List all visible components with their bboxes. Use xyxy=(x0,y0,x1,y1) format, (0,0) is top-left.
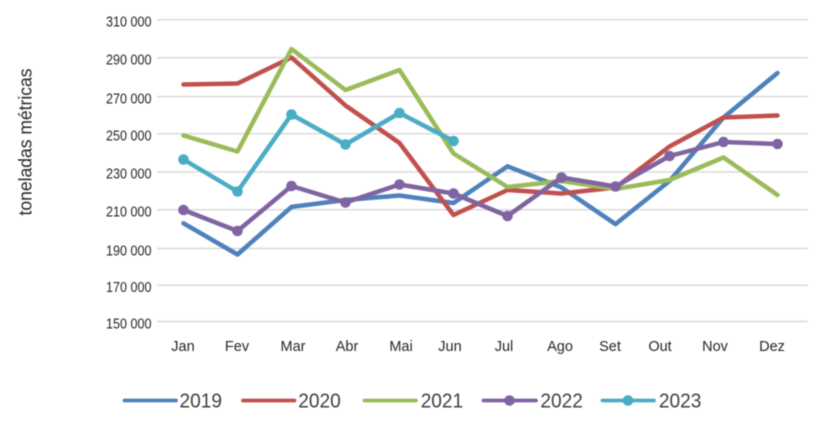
svg-text:2022: 2022 xyxy=(540,391,583,413)
svg-text:Jul: Jul xyxy=(495,339,514,355)
svg-text:2019: 2019 xyxy=(180,391,223,413)
svg-text:Mai: Mai xyxy=(389,339,412,355)
svg-text:210 000: 210 000 xyxy=(106,205,152,221)
svg-text:230 000: 230 000 xyxy=(106,167,152,183)
svg-text:170 000: 170 000 xyxy=(106,280,152,296)
svg-text:150 000: 150 000 xyxy=(106,316,152,332)
svg-text:Ago: Ago xyxy=(547,339,573,355)
svg-text:Nov: Nov xyxy=(702,339,729,355)
svg-text:190 000: 190 000 xyxy=(106,243,152,259)
svg-text:Abr: Abr xyxy=(336,339,359,355)
svg-text:290 000: 290 000 xyxy=(106,53,152,69)
svg-text:Mar: Mar xyxy=(281,339,306,355)
svg-text:Jun: Jun xyxy=(438,339,461,355)
svg-text:Fev: Fev xyxy=(225,339,250,355)
svg-text:270 000: 270 000 xyxy=(106,91,152,107)
svg-text:2020: 2020 xyxy=(298,391,341,413)
svg-text:toneladas métricas: toneladas métricas xyxy=(15,69,36,216)
svg-text:Out: Out xyxy=(648,339,671,355)
svg-text:Dez: Dez xyxy=(759,339,785,355)
svg-text:2021: 2021 xyxy=(421,391,464,413)
svg-text:Set: Set xyxy=(599,339,621,355)
svg-text:250 000: 250 000 xyxy=(106,129,152,145)
svg-text:Jan: Jan xyxy=(171,339,194,355)
svg-text:310 000: 310 000 xyxy=(106,15,152,31)
svg-text:2023: 2023 xyxy=(659,391,702,413)
